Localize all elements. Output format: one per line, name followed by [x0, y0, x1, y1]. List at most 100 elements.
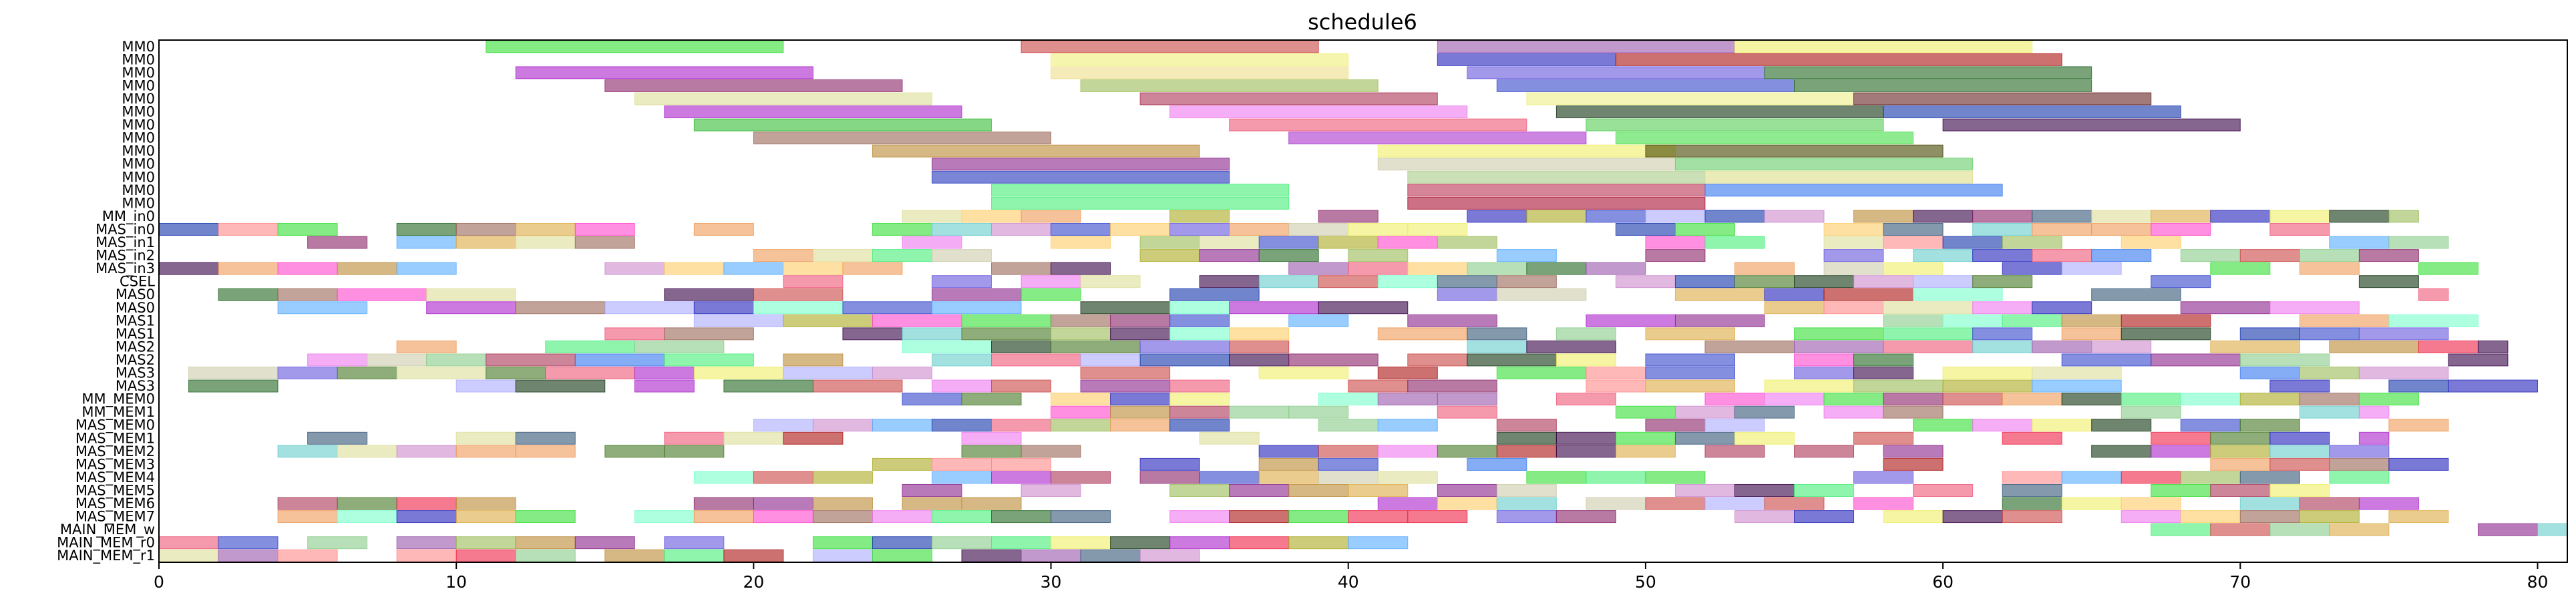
task-bar: [1972, 301, 2033, 315]
task-bar: [2091, 419, 2152, 432]
task-bar: [753, 471, 813, 484]
task-bar: [753, 497, 813, 510]
task-bar: [2210, 523, 2271, 536]
task-bar: [1139, 236, 1200, 249]
task-bar: [812, 549, 873, 562]
task-bar: [812, 419, 873, 432]
task-bar: [1169, 222, 1230, 236]
y-tick-label: MM_MEM0: [81, 391, 155, 408]
task-bar: [1704, 497, 1765, 510]
task-bar: [1377, 445, 1438, 458]
task-bar: [1348, 262, 1409, 275]
x-tick-label: 50: [1635, 572, 1656, 592]
task-bar: [1051, 222, 1111, 236]
task-bar: [2151, 353, 2241, 367]
task-bar: [1318, 275, 1378, 288]
task-bar: [1437, 483, 1497, 497]
task-bar: [2329, 210, 2390, 223]
task-bar: [1823, 301, 1884, 315]
task-bar: [1615, 275, 1676, 288]
task-bar: [1794, 445, 1855, 458]
task-bar: [1051, 340, 1141, 353]
task-bar: [753, 288, 844, 301]
task-bar: [1823, 222, 1884, 236]
task-bar: [991, 471, 1052, 484]
task-bar: [396, 367, 487, 380]
task-bar: [1734, 275, 1795, 288]
y-tick-label: MAS_MEM3: [75, 456, 155, 473]
task-bar: [931, 158, 1230, 171]
task-bar: [1080, 353, 1141, 367]
y-tick-label: MM0: [122, 117, 155, 133]
task-bar: [1496, 288, 1587, 301]
task-bar: [1139, 353, 1230, 367]
task-bar: [515, 549, 576, 562]
task-bar: [1258, 275, 1319, 288]
task-bar: [545, 367, 635, 380]
task-bar: [1407, 196, 1706, 210]
task-bar: [1229, 510, 1290, 524]
task-bar: [1823, 405, 1884, 419]
task-bar: [2121, 510, 2181, 524]
task-bar: [693, 301, 754, 315]
x-axis-ticks: 0 10 20 30 40 50 60 70 80: [154, 562, 2548, 592]
task-bar: [693, 367, 784, 380]
task-bar: [1199, 236, 1260, 249]
task-bar: [277, 497, 338, 510]
x-tick-label: 40: [1338, 572, 1359, 592]
task-bar: [1645, 497, 1706, 510]
task-bar: [1674, 314, 1765, 327]
task-bar: [1229, 327, 1290, 341]
task-bar: [2091, 210, 2152, 223]
task-bar: [1496, 249, 1557, 262]
task-bar: [1021, 40, 1319, 53]
task-bar: [1704, 419, 1765, 432]
task-bar: [991, 457, 1052, 471]
task-bar: [2032, 340, 2092, 353]
task-bar: [396, 222, 457, 236]
y-tick-label: MM0: [122, 182, 155, 198]
task-bar: [1139, 549, 1200, 562]
task-bar: [1467, 66, 1765, 79]
task-bar: [2180, 249, 2241, 262]
task-bar: [1645, 249, 1706, 262]
y-tick-label: MAS_MEM2: [75, 443, 155, 460]
task-bar: [2388, 236, 2449, 249]
task-bar: [1377, 236, 1438, 249]
task-bar: [693, 118, 992, 132]
task-bar: [277, 262, 338, 275]
task-bar: [1704, 210, 1765, 223]
task-bar: [1169, 379, 1230, 393]
task-bar: [1288, 510, 1349, 524]
x-tick-label: 20: [743, 572, 764, 592]
task-bar: [1288, 314, 1349, 327]
y-tick-label: MAS_in3: [96, 260, 155, 277]
task-bar: [991, 340, 1052, 353]
task-bar: [991, 510, 1052, 524]
task-bar: [1704, 340, 1795, 353]
task-bar: [931, 222, 992, 236]
task-bar: [2299, 510, 2360, 524]
task-bar: [1883, 222, 1944, 236]
task-bar: [337, 367, 397, 380]
task-bar: [2002, 497, 2062, 510]
task-bar: [1734, 262, 1795, 275]
task-bar: [1051, 419, 1111, 432]
task-bar: [1467, 262, 1527, 275]
task-bar: [634, 92, 932, 106]
task-bar: [1021, 483, 1081, 497]
task-bar: [158, 222, 219, 236]
task-bar: [2032, 367, 2122, 380]
task-bar: [723, 262, 784, 275]
task-bar: [1913, 419, 1974, 432]
y-tick-label: MAS_MEM0: [75, 417, 155, 434]
task-bar: [1169, 210, 1230, 223]
task-bar: [1437, 53, 1616, 66]
task-bar: [188, 367, 279, 380]
task-bar: [2239, 249, 2300, 262]
task-bar: [2358, 327, 2449, 341]
task-bar: [158, 549, 219, 562]
task-bar: [1377, 419, 1438, 432]
task-bar: [872, 314, 962, 327]
y-tick-label: CSEL: [120, 274, 155, 290]
